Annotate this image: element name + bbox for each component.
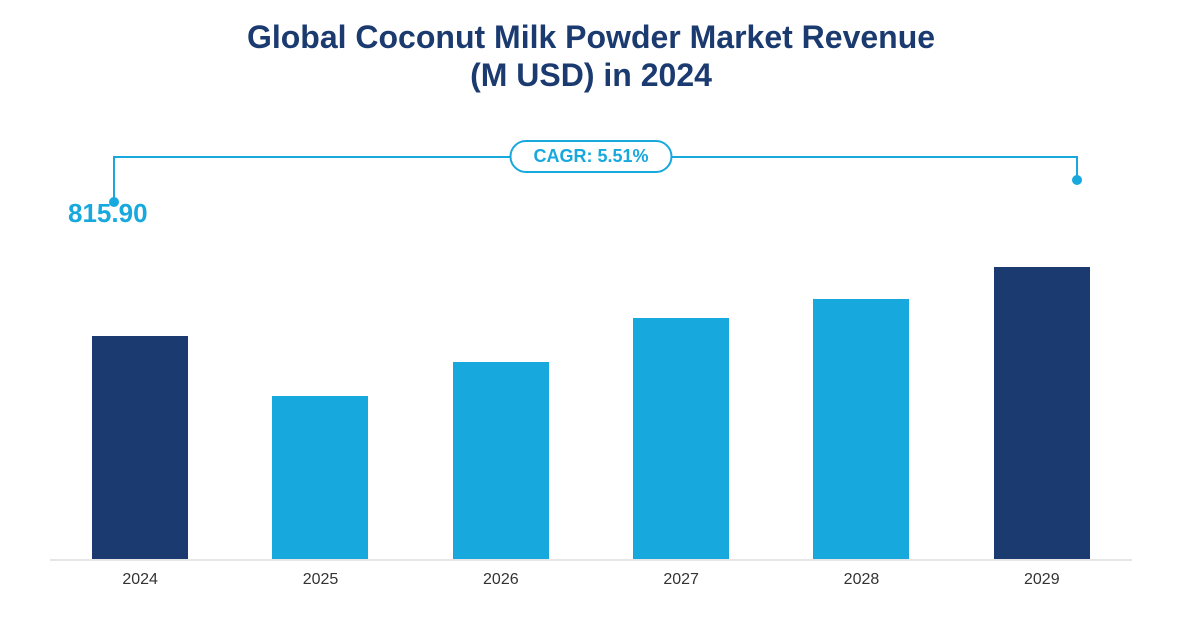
- title-block: Global Coconut Milk Powder Market Revenu…: [0, 18, 1182, 95]
- cagr-end-dot-right: [1072, 175, 1082, 185]
- title-line-1: Global Coconut Milk Powder Market Revenu…: [0, 18, 1182, 56]
- bar-slot: [952, 230, 1132, 561]
- x-tick-label: 2027: [591, 571, 771, 601]
- title-line-2: (M USD) in 2024: [0, 56, 1182, 94]
- x-tick-label: 2029: [952, 571, 1132, 601]
- bar-slot: [230, 230, 410, 561]
- x-tick-label: 2024: [50, 571, 230, 601]
- bar-slot: [411, 230, 591, 561]
- x-tick-label: 2028: [771, 571, 951, 601]
- first-bar-value-label: 815.90: [68, 198, 148, 229]
- bars-group: [50, 230, 1132, 561]
- bar-2029: [994, 267, 1090, 561]
- x-axis-baseline: [50, 559, 1132, 561]
- x-axis-labels: 202420252026202720282029: [50, 571, 1132, 601]
- bar-slot: [50, 230, 230, 561]
- bar-2026: [453, 362, 549, 561]
- bar-2024: [92, 336, 188, 561]
- bar-2027: [633, 318, 729, 561]
- cagr-drop-line-left: [113, 156, 115, 202]
- chart-container: Global Coconut Milk Powder Market Revenu…: [0, 0, 1182, 621]
- plot-area: [50, 230, 1132, 561]
- bar-2028: [813, 299, 909, 561]
- bar-slot: [591, 230, 771, 561]
- cagr-badge: CAGR: 5.51%: [509, 140, 672, 173]
- x-tick-label: 2025: [230, 571, 410, 601]
- x-tick-label: 2026: [411, 571, 591, 601]
- bar-slot: [771, 230, 951, 561]
- bar-2025: [272, 396, 368, 562]
- cagr-connector-layer: CAGR: 5.51% 815.90: [50, 140, 1132, 230]
